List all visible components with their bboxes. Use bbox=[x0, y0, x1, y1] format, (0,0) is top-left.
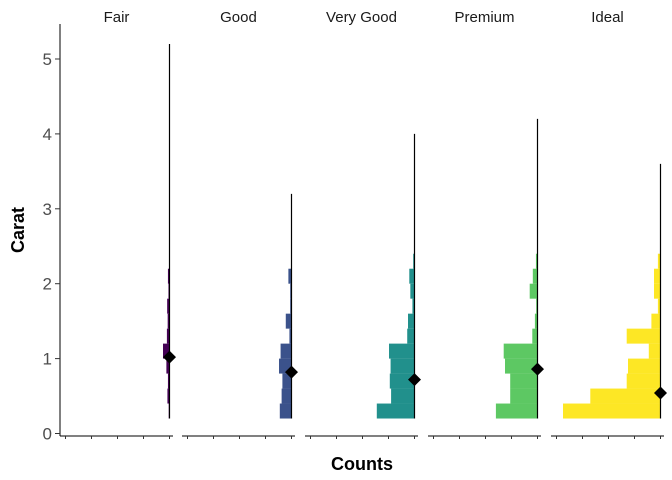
histogram-bar bbox=[657, 253, 661, 269]
histogram-bar bbox=[654, 268, 661, 284]
facet-panel-fair bbox=[60, 44, 176, 439]
facet-labels: Fair Good Very Good Premium Ideal bbox=[104, 9, 624, 26]
facet-label: Fair bbox=[104, 9, 130, 26]
histogram-bar bbox=[290, 298, 292, 314]
facet-panel-good bbox=[182, 193, 298, 439]
histogram-bar bbox=[651, 313, 661, 329]
histogram-bar bbox=[167, 388, 170, 404]
histogram-bar bbox=[376, 403, 415, 419]
histogram-bar bbox=[167, 373, 170, 389]
facet-panel-very-good bbox=[305, 133, 421, 439]
histogram-bar bbox=[535, 253, 538, 269]
histogram-bar bbox=[389, 373, 415, 389]
y-tick-label: 4 bbox=[43, 125, 52, 144]
y-axis-title: Carat bbox=[8, 207, 28, 253]
facet-panel-ideal bbox=[551, 163, 667, 439]
histogram-bar bbox=[408, 313, 415, 329]
y-tick-label: 2 bbox=[43, 275, 52, 294]
x-axis-title: Counts bbox=[331, 454, 393, 474]
histogram-bar bbox=[654, 283, 661, 299]
histogram-bar bbox=[563, 403, 661, 419]
histogram-bar bbox=[532, 268, 538, 284]
y-tick-label: 5 bbox=[43, 50, 52, 69]
histogram-bar bbox=[390, 358, 415, 374]
y-tick-label: 0 bbox=[43, 425, 52, 444]
histogram-bar bbox=[391, 388, 415, 404]
histogram-bar bbox=[166, 358, 170, 374]
histogram-bar bbox=[288, 268, 292, 284]
histogram-bar bbox=[389, 343, 415, 359]
summary-point bbox=[654, 386, 667, 400]
summary-point bbox=[163, 350, 176, 364]
histogram-bar bbox=[532, 328, 538, 344]
histogram-bar bbox=[536, 298, 538, 314]
histogram-bar bbox=[628, 358, 661, 374]
histogram-bar bbox=[167, 298, 170, 314]
histogram-bar bbox=[289, 328, 292, 344]
histogram-bar bbox=[495, 403, 538, 419]
histogram-bar bbox=[626, 328, 661, 344]
histogram-bar bbox=[413, 253, 415, 269]
histogram-bar bbox=[407, 328, 415, 344]
histogram-bar bbox=[410, 283, 415, 299]
histogram-bar bbox=[529, 283, 538, 299]
y-axis: 0 1 2 3 4 5 bbox=[43, 24, 61, 444]
histogram-bar bbox=[163, 343, 170, 359]
histogram-bar bbox=[505, 358, 538, 374]
histogram-bar bbox=[590, 388, 661, 404]
histogram-bar bbox=[166, 328, 170, 344]
histogram-bar bbox=[510, 373, 538, 389]
histogram-bar bbox=[648, 343, 661, 359]
facet-label: Very Good bbox=[326, 9, 397, 26]
histogram-bar bbox=[412, 298, 415, 314]
histogram-bar bbox=[280, 343, 292, 359]
histogram-bar bbox=[503, 343, 538, 359]
histogram-bar bbox=[409, 268, 415, 284]
histogram-bar bbox=[167, 268, 170, 284]
histogram-bar bbox=[167, 313, 170, 329]
histogram-bar bbox=[626, 373, 661, 389]
summary-point bbox=[531, 362, 544, 376]
histogram-bar bbox=[510, 388, 538, 404]
panels bbox=[60, 44, 667, 439]
histogram-bar bbox=[281, 388, 292, 404]
histogram-bar bbox=[285, 313, 292, 329]
histogram-bar bbox=[534, 313, 538, 329]
histogram-bar bbox=[282, 373, 292, 389]
facet-label: Ideal bbox=[591, 9, 624, 26]
histogram-bar bbox=[290, 283, 292, 299]
y-tick-label: 3 bbox=[43, 200, 52, 219]
y-tick-label: 1 bbox=[43, 350, 52, 369]
summary-point bbox=[285, 365, 298, 379]
facet-label: Good bbox=[220, 9, 257, 26]
facet-label: Premium bbox=[454, 9, 514, 26]
facet-panel-premium bbox=[428, 118, 544, 439]
summary-point bbox=[408, 373, 421, 387]
histogram-bar bbox=[279, 403, 292, 419]
histogram-bar bbox=[657, 298, 661, 314]
